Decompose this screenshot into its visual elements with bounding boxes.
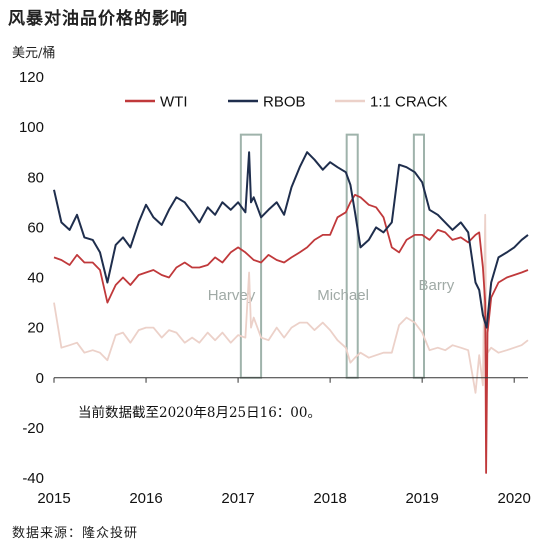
event-box-harvey [239,133,263,379]
event-label-michael: Michael [317,287,369,304]
event-box-michael [345,133,359,379]
legend-label-wti: WTI [160,94,188,111]
x-tick-label: 2016 [129,490,162,507]
series-line-rbob [53,151,529,329]
x-tick-label: 2020 [498,490,531,507]
y-tick-label: 20 [27,320,44,337]
event-label-harvey: Harvey [208,287,256,304]
source-note: 数据来源：隆众投研 [12,526,139,541]
y-tick-label: 80 [27,169,44,186]
series-line-1-1-crack [53,213,529,394]
series-line-wti [53,193,529,474]
x-tick-label: 2017 [221,490,254,507]
y-tick-label: 40 [27,270,44,287]
data-note: 当前数据截至2020年8月25日16：00。 [78,404,321,421]
y-tick-label: 0 [36,370,44,387]
x-tick-label: 2015 [37,490,70,507]
x-tick-label: 2018 [313,490,346,507]
legend: WTI RBOB 1:1 CRACK [125,94,448,111]
legend-label-1-1-crack: 1:1 CRACK [370,94,448,111]
event-box-barry [412,133,425,379]
y-tick-label: -40 [22,470,44,487]
y-tick-label: 60 [27,219,44,236]
y-tick-label: 100 [19,119,44,136]
x-tick-label: 2019 [405,490,438,507]
axes-layer: -40 -20 0 20 40 60 80 100 120 2015 2016 2017 2018 201… [19,69,531,507]
y-axis-unit: 美元/桶 [12,46,56,61]
series-lines-layer [53,151,529,474]
legend-label-rbob: RBOB [263,94,306,111]
storm-events-layer: Harvey Michael Barry [208,133,455,379]
event-label-barry: Barry [418,277,454,294]
y-tick-label: 120 [19,69,44,86]
chart-title: 风暴对油品价格的影响 [8,9,188,29]
y-tick-label: -20 [22,420,44,437]
